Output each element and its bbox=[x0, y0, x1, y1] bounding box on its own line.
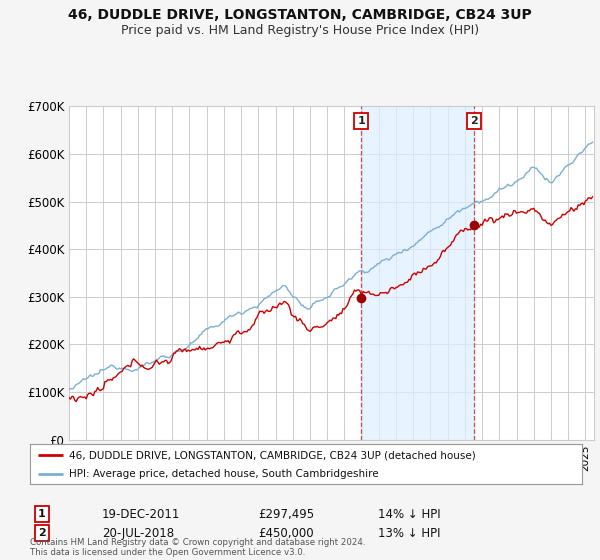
Text: 13% ↓ HPI: 13% ↓ HPI bbox=[378, 526, 440, 540]
Text: 46, DUDDLE DRIVE, LONGSTANTON, CAMBRIDGE, CB24 3UP (detached house): 46, DUDDLE DRIVE, LONGSTANTON, CAMBRIDGE… bbox=[68, 450, 475, 460]
Text: 1: 1 bbox=[38, 509, 46, 519]
Text: £450,000: £450,000 bbox=[258, 526, 314, 540]
Text: Price paid vs. HM Land Registry's House Price Index (HPI): Price paid vs. HM Land Registry's House … bbox=[121, 24, 479, 37]
Text: 14% ↓ HPI: 14% ↓ HPI bbox=[378, 507, 440, 521]
Text: Contains HM Land Registry data © Crown copyright and database right 2024.
This d: Contains HM Land Registry data © Crown c… bbox=[30, 538, 365, 557]
Text: 2: 2 bbox=[38, 528, 46, 538]
Text: 20-JUL-2018: 20-JUL-2018 bbox=[102, 526, 174, 540]
Text: 2: 2 bbox=[470, 116, 478, 125]
Text: 19-DEC-2011: 19-DEC-2011 bbox=[102, 507, 181, 521]
Text: 46, DUDDLE DRIVE, LONGSTANTON, CAMBRIDGE, CB24 3UP: 46, DUDDLE DRIVE, LONGSTANTON, CAMBRIDGE… bbox=[68, 8, 532, 22]
Text: £297,495: £297,495 bbox=[258, 507, 314, 521]
Text: HPI: Average price, detached house, South Cambridgeshire: HPI: Average price, detached house, Sout… bbox=[68, 469, 378, 478]
Text: 1: 1 bbox=[357, 116, 365, 125]
Bar bbox=[361, 106, 475, 440]
